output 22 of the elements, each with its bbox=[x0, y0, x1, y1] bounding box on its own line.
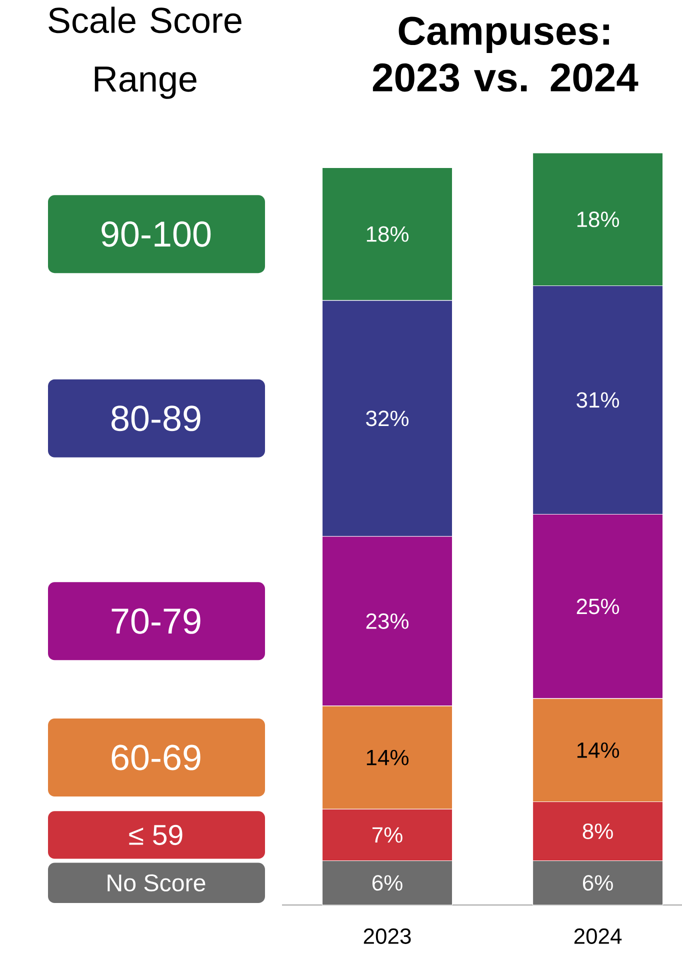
text: 90-100 bbox=[102, 221, 211, 247]
text: 70-79 bbox=[112, 608, 200, 634]
data-label: 8% bbox=[582, 823, 613, 840]
data-label: 23% bbox=[366, 613, 408, 629]
data-label: 25% bbox=[576, 598, 620, 614]
data-label: 18% bbox=[366, 226, 408, 242]
chart-title: Campuses: 2023 vs. 2024 bbox=[372, 16, 638, 92]
data-label: 14% bbox=[577, 742, 620, 758]
x-tick-label: 2024 bbox=[574, 928, 622, 944]
data-label: 31% bbox=[576, 392, 620, 408]
data-label: 7% bbox=[372, 827, 402, 843]
x-tick-label: 2023 bbox=[364, 928, 411, 944]
data-label: 18% bbox=[577, 212, 620, 228]
text: 60-69 bbox=[112, 744, 200, 770]
data-label: 32% bbox=[366, 410, 408, 426]
data-label: 6% bbox=[372, 875, 402, 891]
text: 80-89 bbox=[112, 406, 200, 432]
text: ≤ 59 bbox=[129, 824, 182, 846]
data-label: 6% bbox=[583, 875, 613, 891]
data-label: 14% bbox=[366, 750, 408, 766]
text: No Score bbox=[108, 874, 206, 892]
legend-title: Scale Score Range bbox=[48, 6, 242, 99]
